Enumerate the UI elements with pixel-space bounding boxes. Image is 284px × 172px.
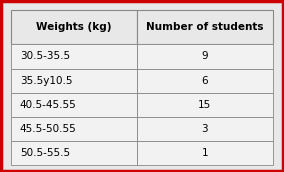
Text: Weights (kg): Weights (kg) (36, 22, 112, 32)
Bar (137, 10, 273, 44)
Bar (11, 44, 137, 68)
Text: 6: 6 (201, 76, 208, 86)
Text: 3: 3 (201, 124, 208, 134)
Bar (137, 141, 273, 165)
Text: 9: 9 (201, 51, 208, 61)
Bar (137, 117, 273, 141)
Bar (137, 93, 273, 117)
Bar (137, 68, 273, 93)
Text: 50.5-55.5: 50.5-55.5 (20, 148, 70, 158)
Text: 45.5-50.55: 45.5-50.55 (20, 124, 77, 134)
Bar (11, 117, 137, 141)
Text: 1: 1 (201, 148, 208, 158)
Text: 15: 15 (198, 100, 211, 110)
Bar (137, 44, 273, 68)
Bar (11, 93, 137, 117)
Text: 35.5y10.5: 35.5y10.5 (20, 76, 72, 86)
Text: 30.5-35.5: 30.5-35.5 (20, 51, 70, 61)
Text: 40.5-45.55: 40.5-45.55 (20, 100, 77, 110)
Bar (11, 10, 137, 44)
Bar (11, 141, 137, 165)
Bar (11, 68, 137, 93)
Text: Number of students: Number of students (146, 22, 264, 32)
